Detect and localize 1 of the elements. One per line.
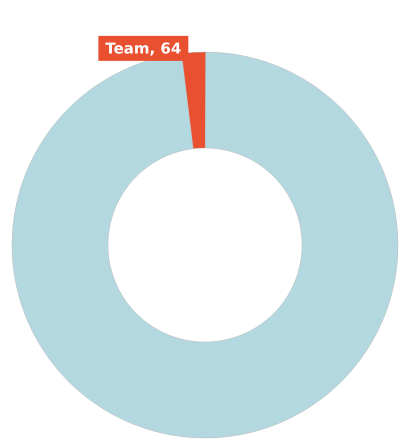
slice-label: Team, 64 [105,39,182,58]
